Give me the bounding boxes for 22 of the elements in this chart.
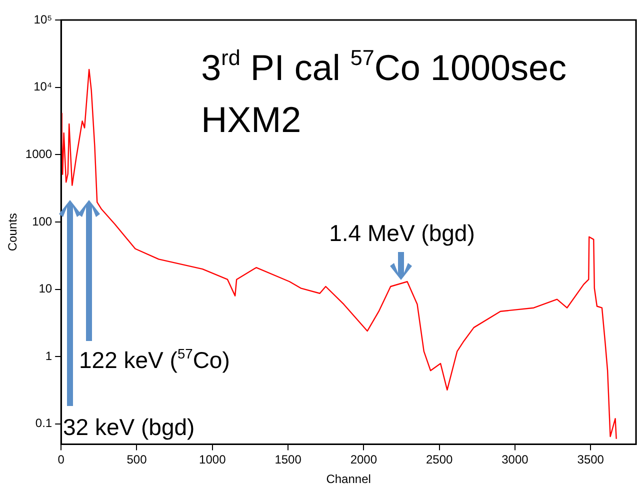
annotation: 1.4 MeV (bgd) (329, 220, 475, 246)
y-tick-label: 1000 (25, 146, 52, 161)
y-tick-label: 100 (32, 214, 52, 228)
y-tick-label: 10⁴ (34, 80, 52, 94)
y-tick-label: 10⁵ (34, 12, 52, 26)
x-tick-label: 2500 (426, 452, 453, 467)
x-tick-label: 1000 (199, 452, 226, 467)
x-tick-label: 1500 (274, 452, 302, 467)
x-tick-label: 2000 (350, 452, 378, 467)
annotation: 32 keV (bgd) (63, 414, 195, 440)
y-tick-label: 10 (38, 282, 52, 296)
y-tick-label: 0.1 (35, 416, 52, 430)
annotation: 122 keV ($^{57}$Co) (79, 346, 230, 373)
text: HXM2 (201, 99, 302, 140)
x-axis-title: Channel (326, 472, 371, 486)
y-axis-title: Counts (6, 213, 20, 252)
x-tick-label: 500 (126, 452, 148, 467)
x-tick-label: 0 (58, 452, 65, 467)
x-tick-label: 3000 (502, 452, 529, 467)
text: 3$^{rd}$ PI cal $^{57}$Co 1000sec (201, 44, 567, 88)
y-tick-label: 1 (45, 348, 52, 363)
x-tick-label: 3500 (577, 452, 604, 467)
